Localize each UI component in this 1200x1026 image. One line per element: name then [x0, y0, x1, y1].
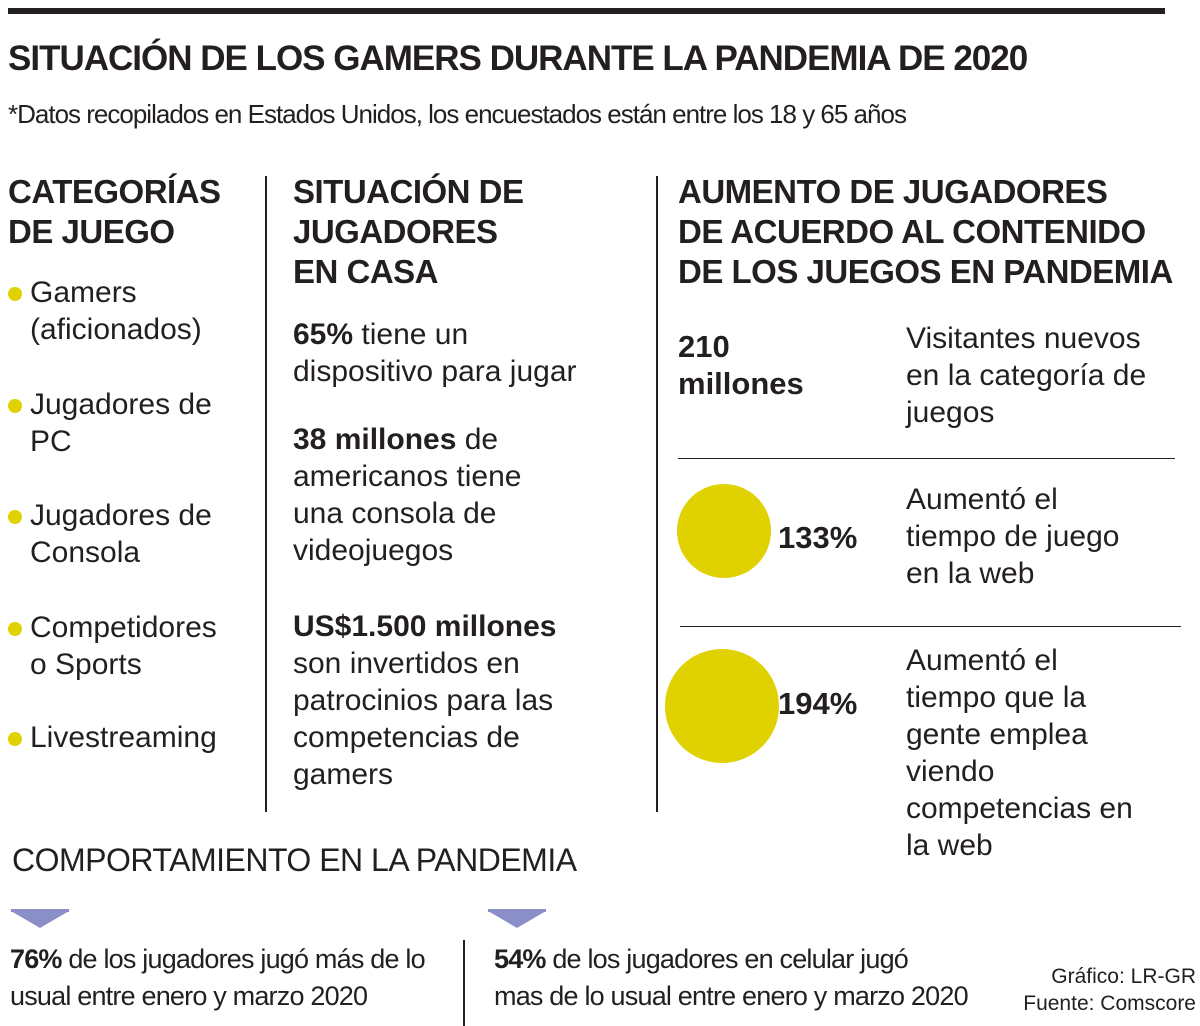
behavior-item-players: 76% de los jugadores jugó más de lo usua… [10, 944, 426, 1011]
column-divider [265, 176, 267, 812]
home-heading: SITUACIÓN DE JUGADORES EN CASA [293, 173, 524, 290]
circle-133-percent [677, 484, 771, 578]
source-credit: Fuente: Comscore [1023, 992, 1196, 1015]
stat-web-playtime-desc: Aumentó el tiempo de juego en la web [906, 483, 1120, 590]
marker-bar [11, 909, 69, 912]
behavior-item-mobile: 54% de los jugadores en celular jugó mas… [494, 944, 969, 1011]
bullet-dot-icon [8, 622, 22, 636]
marker-bar [488, 909, 546, 912]
top-rule [8, 8, 1165, 14]
bullet-dot-icon [8, 510, 22, 524]
stat-new-visitors-value: 210 millones [678, 329, 804, 401]
categories-heading: CATEGORÍAS DE JUEGO [8, 173, 221, 250]
bullet-dot-icon [8, 399, 22, 413]
bullet-dot-icon [8, 732, 22, 746]
category-item-console: Jugadores de Consola [8, 497, 263, 571]
row-divider [680, 626, 1181, 627]
page-subtitle: *Datos recopilados en Estados Unidos, lo… [8, 99, 907, 129]
bullet-dot-icon [8, 287, 22, 301]
triangle-down-icon [488, 911, 546, 928]
stat-competition-viewing-value: 194% [778, 686, 858, 721]
fact-console: 38 millones de americanos tiene una cons… [293, 423, 522, 567]
category-item-competitors: Competidores o Sports [8, 609, 263, 683]
credits: Gráfico: LR-GR Fuente: Comscore [1023, 963, 1196, 1017]
fact-device: 65% tiene un dispositivo para jugar [293, 318, 577, 388]
column-divider [656, 176, 658, 812]
triangle-down-icon [11, 911, 69, 928]
stat-competition-viewing-desc: Aumentó el tiempo que la gente emplea vi… [906, 644, 1133, 862]
increase-heading: AUMENTO DE JUGADORES DE ACUERDO AL CONTE… [678, 173, 1173, 290]
fact-sponsorship: US$1.500 millones son invertidos en patr… [293, 610, 557, 791]
stat-web-playtime-value: 133% [778, 520, 858, 555]
page-title: SITUACIÓN DE LOS GAMERS DURANTE LA PANDE… [8, 39, 1028, 78]
behavior-title: COMPORTAMIENTO EN LA PANDEMIA [12, 842, 577, 878]
column-divider [463, 940, 465, 1026]
category-item-pc: Jugadores de PC [8, 386, 263, 460]
row-divider [678, 458, 1175, 459]
graphic-credit: Gráfico: LR-GR [1051, 965, 1196, 988]
circle-194-percent [665, 649, 779, 763]
category-item-gamers: Gamers (aficionados) [8, 274, 263, 348]
stat-new-visitors-desc: Visitantes nuevos en la categoría de jue… [906, 322, 1147, 429]
category-item-livestreaming: Livestreaming [8, 719, 263, 756]
